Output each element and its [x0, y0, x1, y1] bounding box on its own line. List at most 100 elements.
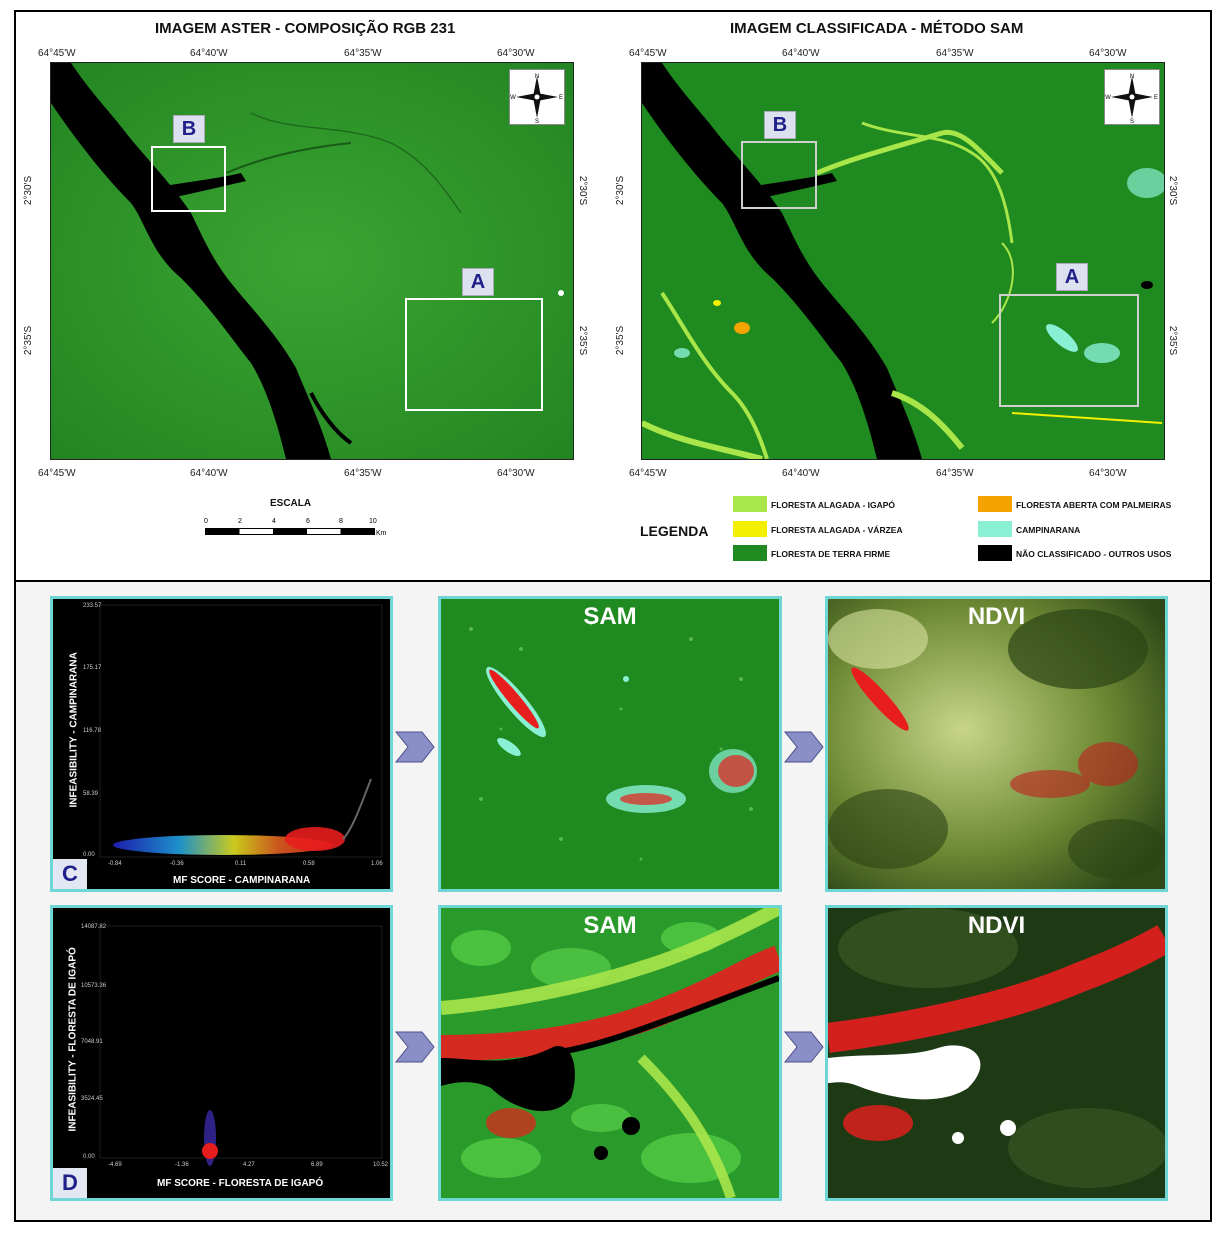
legend-swatch-igapo — [733, 496, 767, 512]
y-tick: 233.57 — [83, 603, 102, 609]
scale-tick: 6 — [306, 518, 310, 525]
scale-tick: 0 — [204, 518, 208, 525]
scale-tick: 8 — [339, 518, 343, 525]
coord-top: 64°45'W — [629, 48, 667, 59]
coord-bottom: 64°30'W — [1089, 468, 1127, 479]
x-tick: -1.36 — [175, 1162, 189, 1168]
x-tick: -0.36 — [170, 861, 184, 867]
compass-w: W — [1105, 95, 1111, 101]
lat-right: 2°35'S — [1167, 325, 1179, 356]
coord-top: 64°30'W — [497, 48, 535, 59]
ndvi-c-imagery — [828, 599, 1165, 889]
legend-label-nao-classificado: NÃO CLASSIFICADO - OUTROS USOS — [1016, 549, 1172, 559]
legend-swatch-terra-firme — [733, 545, 767, 561]
section-divider — [14, 580, 1212, 582]
coord-bottom: 64°45'W — [629, 468, 667, 479]
coord-bottom: 64°40'W — [190, 468, 228, 479]
lat-right: 2°35'S — [577, 325, 589, 356]
legend-swatch-varzea — [733, 521, 767, 537]
scale-unit: Km — [376, 530, 387, 537]
x-axis-label: MF SCORE - FLORESTA DE IGAPÓ — [157, 1178, 324, 1189]
x-axis-label: MF SCORE - CAMPINARANA — [173, 875, 311, 886]
compass-e: E — [1154, 95, 1158, 101]
compass-n: N — [535, 74, 539, 80]
coord-bottom: 64°35'W — [936, 468, 974, 479]
sam-map-title: IMAGEM CLASSIFICADA - MÉTODO SAM — [730, 20, 1024, 37]
legend-label-campinarana: CAMPINARANA — [1016, 525, 1081, 535]
coord-top: 64°40'W — [190, 48, 228, 59]
compass-w: W — [510, 95, 516, 101]
figure-frame — [14, 10, 1212, 1222]
ndvi-title: NDVI — [967, 603, 1026, 630]
scale-tick: 4 — [272, 518, 276, 525]
lat-right: 2°30'S — [1167, 175, 1179, 206]
x-tick: 0.58 — [303, 861, 315, 867]
aster-map-imagery — [51, 63, 573, 459]
sam-map-imagery — [642, 63, 1164, 459]
coord-bottom: 64°45'W — [38, 468, 76, 479]
ndvi-panel-d: NDVI — [825, 905, 1168, 1201]
y-tick: 58.39 — [83, 791, 99, 797]
river-channel — [51, 63, 331, 459]
sam-classified-map: B A N S E W — [641, 62, 1165, 460]
scatter-plot-c: 233.57 175.17 116.78 58.39 0.00 -0.84 -0… — [50, 596, 393, 892]
ndvi-title: NDVI — [967, 912, 1026, 939]
coord-bottom: 64°35'W — [344, 468, 382, 479]
arrow-right-icon — [394, 731, 435, 763]
region-label-b: B — [764, 111, 796, 139]
x-tick: 1.06 — [371, 861, 383, 867]
y-axis-label: INFEASIBILITY - CAMPINARANA — [68, 652, 80, 808]
region-box-a — [999, 294, 1139, 407]
scale-tick: 10 — [369, 518, 377, 525]
lat-left: 2°30'S — [23, 175, 35, 206]
y-tick: 7048.91 — [81, 1039, 103, 1045]
lat-left: 2°30'S — [615, 175, 627, 206]
legend-title: LEGENDA — [640, 523, 709, 539]
y-tick: 116.78 — [83, 728, 101, 734]
sam-panel-c: SAM — [438, 596, 782, 892]
legend-label-igapo: FLORESTA ALAGADA - IGAPÓ — [771, 500, 896, 510]
sam-d-imagery — [441, 908, 779, 1198]
sam-c-imagery — [441, 599, 779, 889]
x-tick: 10.52 — [373, 1162, 389, 1168]
y-tick: 10573.36 — [81, 983, 107, 989]
compass-n: N — [1130, 74, 1134, 80]
scatter-c-graphic — [99, 604, 383, 858]
sam-panel-d: SAM — [438, 905, 782, 1201]
coord-top: 64°35'W — [344, 48, 382, 59]
sam-title: SAM — [583, 603, 637, 630]
panel-label-d: D — [53, 1168, 87, 1198]
scatter-plot-d: 14087.82 10573.36 7048.91 3524.45 0.00 -… — [50, 905, 393, 1201]
scale-bar — [205, 520, 375, 535]
y-tick: 3524.45 — [81, 1096, 103, 1102]
scatter-d-graphic — [99, 925, 383, 1166]
arrow-right-icon — [783, 1031, 824, 1063]
coord-bottom: 64°40'W — [782, 468, 820, 479]
arrow-right-icon — [783, 731, 824, 763]
y-tick: 14087.82 — [81, 924, 107, 930]
x-tick: 4.27 — [243, 1162, 255, 1168]
compass-s: S — [1130, 119, 1134, 124]
x-tick: -0.84 — [108, 861, 122, 867]
ndvi-panel-c: NDVI — [825, 596, 1168, 892]
compass-s: S — [535, 119, 539, 124]
coord-top: 64°30'W — [1089, 48, 1127, 59]
x-tick: 0.11 — [235, 861, 247, 867]
sam-title: SAM — [583, 912, 637, 939]
region-box-b — [741, 141, 817, 209]
lat-left: 2°35'S — [23, 325, 35, 356]
y-axis-label: INFEASIBILITY - FLORESTA DE IGAPÓ — [67, 947, 79, 1132]
coord-top: 64°40'W — [782, 48, 820, 59]
scale-tick: 2 — [238, 518, 242, 525]
region-box-a — [405, 298, 543, 411]
river-branch — [151, 173, 246, 201]
coord-top: 64°45'W — [38, 48, 76, 59]
y-tick: 175.17 — [83, 665, 102, 671]
region-label-b: B — [173, 115, 205, 143]
lat-left: 2°35'S — [615, 325, 627, 356]
region-box-b — [151, 146, 226, 212]
aster-map: B A N S E W — [50, 62, 574, 460]
y-tick: 0.00 — [83, 852, 95, 858]
legend-swatch-nao-classificado — [978, 545, 1012, 561]
x-tick: 6.89 — [311, 1162, 323, 1168]
